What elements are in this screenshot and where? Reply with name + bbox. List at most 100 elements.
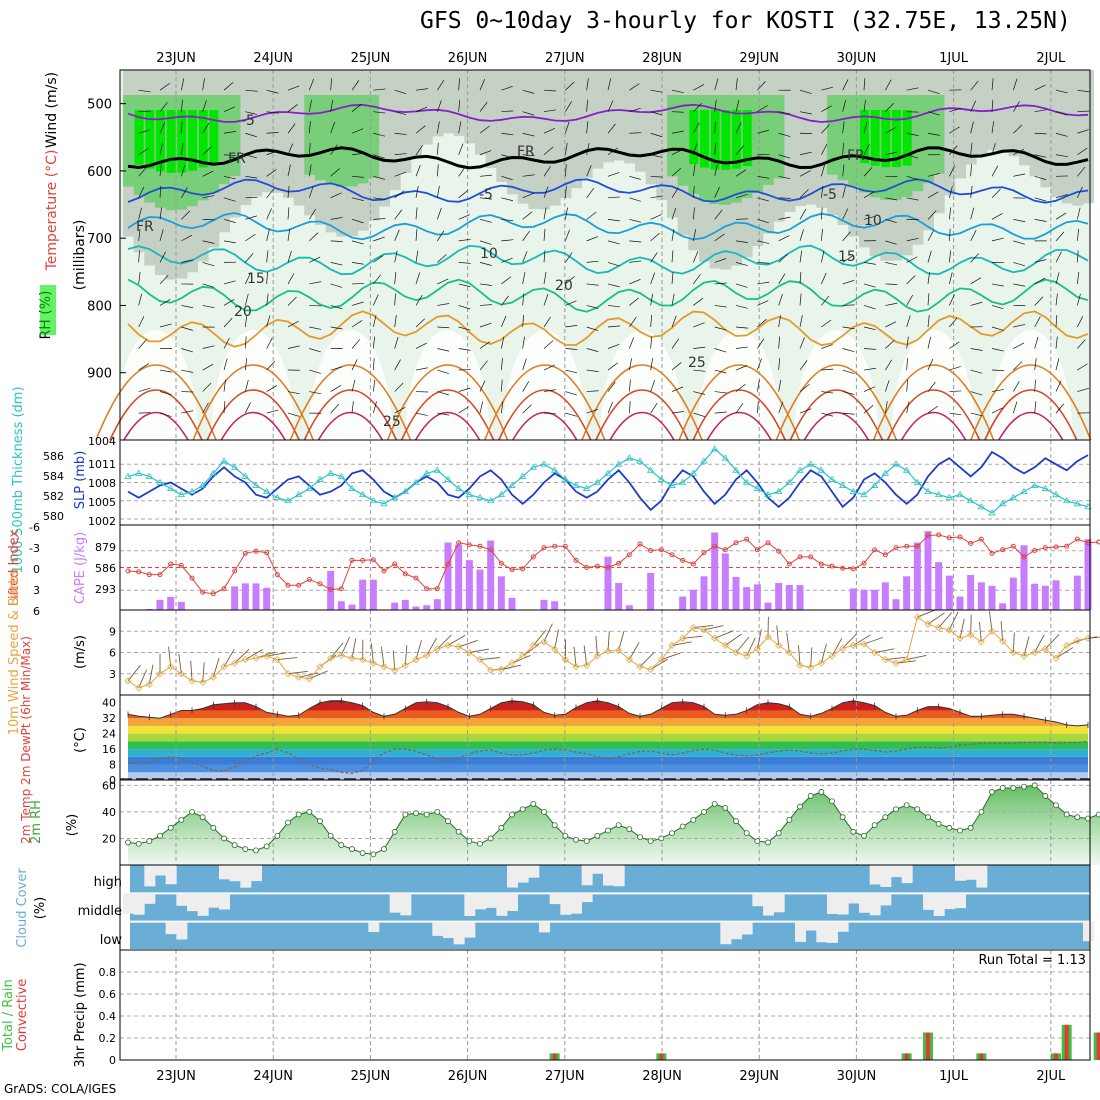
slp-tick: 1005 bbox=[88, 496, 116, 509]
wind-barb bbox=[522, 89, 535, 94]
cloud-gap bbox=[944, 893, 956, 910]
wind-barb bbox=[650, 336, 652, 349]
wind-barb bbox=[757, 318, 767, 328]
rh-point bbox=[978, 808, 985, 815]
surface-wind-barb bbox=[532, 629, 547, 646]
temp-band bbox=[128, 756, 1088, 765]
wind-barb bbox=[863, 348, 876, 350]
wind-barb bbox=[1034, 175, 1047, 181]
wind-speed-point bbox=[839, 644, 847, 652]
wind-barb bbox=[437, 79, 445, 91]
thickness-point bbox=[721, 454, 730, 461]
wind-barb bbox=[1013, 101, 1020, 112]
wind-speed-point bbox=[732, 648, 740, 657]
cloud-gap bbox=[933, 893, 945, 916]
wind-barb bbox=[437, 326, 450, 329]
wind-barb bbox=[309, 391, 322, 395]
thickness-point bbox=[294, 490, 303, 498]
thickness-point bbox=[390, 493, 399, 501]
wind-speed-point bbox=[252, 654, 260, 662]
thickness-point bbox=[742, 478, 751, 485]
cloud-gap bbox=[837, 893, 849, 915]
cloud-gap bbox=[592, 865, 604, 874]
surface-wind-barb bbox=[277, 657, 298, 661]
cape-bar bbox=[625, 605, 633, 610]
wind-barb bbox=[565, 252, 573, 263]
wind-barb bbox=[629, 260, 642, 263]
rh-shading bbox=[304, 95, 316, 175]
wind-barb bbox=[927, 132, 940, 136]
wind-barb bbox=[351, 401, 354, 414]
wind-barb bbox=[565, 325, 578, 328]
rh-point bbox=[861, 832, 867, 839]
wind-barb bbox=[949, 317, 958, 328]
wind-barb bbox=[863, 78, 866, 91]
date-label-top: 23JUN bbox=[156, 51, 196, 66]
wind-barb bbox=[522, 192, 534, 199]
wind-barb bbox=[607, 283, 620, 288]
lifted-index-point bbox=[1010, 543, 1016, 549]
wind-barb bbox=[607, 240, 620, 245]
wind-barb bbox=[607, 123, 616, 134]
wind-barb bbox=[458, 143, 464, 155]
lifted-index-point bbox=[914, 543, 920, 549]
rh-shading bbox=[517, 70, 529, 204]
thickness-point bbox=[230, 463, 239, 470]
wind-barb bbox=[501, 239, 514, 242]
wind-barb bbox=[799, 89, 812, 94]
wind-barb bbox=[330, 240, 343, 243]
thickness-point bbox=[753, 484, 762, 491]
lifted-index-point bbox=[221, 586, 227, 592]
rh-point bbox=[647, 838, 654, 844]
precip-total-label: Total / Rain bbox=[1, 979, 16, 1052]
wind-barb bbox=[650, 358, 654, 371]
cape-bar bbox=[743, 587, 751, 610]
wind-barb bbox=[991, 348, 1004, 352]
wind-barb bbox=[479, 380, 486, 392]
wind-barb bbox=[671, 187, 679, 199]
warm-contour bbox=[414, 411, 481, 441]
wind-barb bbox=[1077, 110, 1090, 113]
wind-barb bbox=[650, 293, 654, 306]
wind-speed-point bbox=[401, 661, 409, 669]
wind-barb bbox=[778, 175, 791, 180]
wind-barb bbox=[543, 166, 551, 177]
wind-barb bbox=[287, 391, 300, 395]
temp-tick: 24 bbox=[102, 728, 116, 741]
cape-bar bbox=[444, 542, 452, 610]
rh-point bbox=[669, 830, 675, 837]
wind-barb bbox=[159, 185, 162, 198]
date-label-bottom: 25JUN bbox=[351, 1069, 391, 1084]
cloud-gap bbox=[507, 865, 518, 888]
cloud-gap bbox=[752, 893, 764, 907]
wind-barb bbox=[394, 407, 406, 414]
cape-bar bbox=[1020, 545, 1028, 610]
cape-bar bbox=[647, 572, 655, 610]
cloud-gap bbox=[816, 921, 828, 943]
wind-barb bbox=[351, 175, 364, 178]
wind-speed-point bbox=[892, 659, 900, 667]
wind-barb bbox=[949, 412, 962, 416]
wind-speed-point bbox=[679, 634, 687, 642]
rh-point bbox=[306, 808, 313, 815]
wind-barb bbox=[629, 154, 642, 157]
wind-barb bbox=[885, 197, 898, 201]
wind-barb bbox=[266, 208, 272, 220]
cape-bar bbox=[391, 602, 399, 610]
precip-conv-bar bbox=[1064, 1024, 1069, 1060]
temp-band bbox=[128, 700, 1088, 703]
cape-bar bbox=[231, 586, 239, 610]
thickness-point bbox=[433, 466, 442, 473]
wind-barb bbox=[543, 389, 556, 392]
cloud-gap bbox=[208, 893, 220, 908]
wind-barb bbox=[159, 142, 164, 155]
lifted-index-point bbox=[744, 536, 750, 542]
wind-barb bbox=[650, 402, 658, 414]
rh-point bbox=[797, 803, 803, 810]
warm-contour bbox=[886, 389, 981, 441]
wind-barb bbox=[479, 219, 492, 223]
wind-barb bbox=[159, 122, 166, 134]
wind-barb bbox=[223, 379, 226, 392]
thickness-point bbox=[582, 484, 591, 491]
wind-speed-point bbox=[583, 661, 591, 669]
